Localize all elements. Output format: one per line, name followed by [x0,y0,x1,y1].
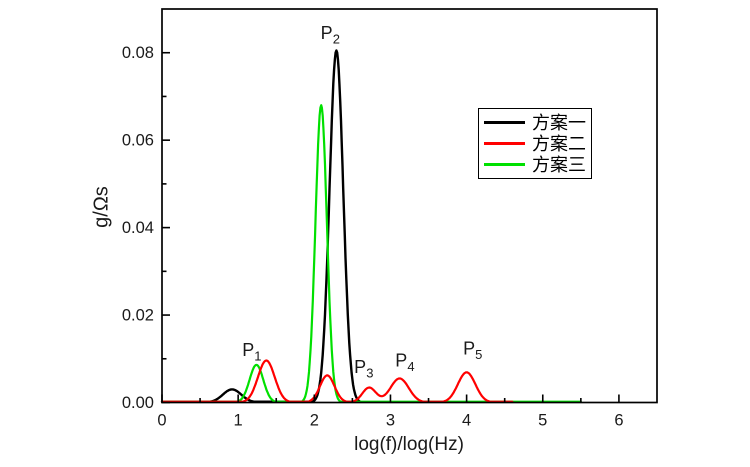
legend-line-swatch [484,142,525,145]
x-axis-title: log(f)/log(Hz) [354,434,464,455]
y-tick-label: 0.00 [122,394,154,412]
legend-item-label: 方案二 [532,133,586,154]
x-tick-label: 0 [157,412,166,430]
y-tick-label: 0.04 [122,219,154,237]
legend: 方案一 方案二 方案三 [478,108,592,179]
legend-line-swatch [484,163,525,166]
plot-frame [161,8,658,404]
peak-label: P5 [463,338,482,362]
series-curves [160,49,582,403]
legend-item-3: 方案三 [484,154,591,175]
peak-label: P2 [321,23,340,47]
legend-item-label: 方案三 [532,154,586,175]
legend-item-1: 方案一 [484,112,591,133]
x-tick-label: 6 [614,412,623,430]
legend-item-label: 方案一 [532,112,586,133]
axis-ticks [161,51,620,404]
legend-item-2: 方案二 [484,133,591,154]
peak-label: P1 [242,340,261,364]
x-tick-label: 1 [234,412,243,430]
peak-label: P4 [395,351,414,375]
peak-label: P3 [354,357,373,381]
y-tick-label: 0.06 [122,132,154,150]
peak-labels: P1 P2 P3 P4 P5 [242,23,482,381]
x-tick-labels: 0 1 2 3 4 5 6 [157,412,623,430]
x-tick-label: 2 [310,412,319,430]
x-tick-label: 3 [386,412,395,430]
y-tick-label: 0.02 [122,307,154,325]
x-tick-label: 4 [462,412,471,430]
x-tick-label: 5 [538,412,547,430]
y-tick-labels: 0.00 0.02 0.04 0.06 0.08 [122,44,154,412]
y-axis-title: g/Ωs [90,186,113,228]
y-tick-label: 0.08 [122,44,154,62]
legend-line-swatch [484,121,525,124]
